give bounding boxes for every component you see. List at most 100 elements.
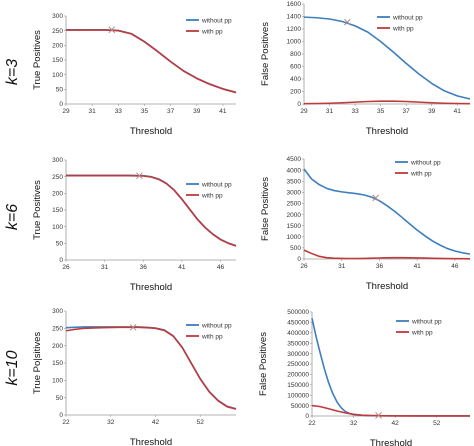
y-tick-label: 250 <box>52 326 63 333</box>
chart-panel-0: 0 50 100 150 200 250 300 29 31 33 35 37 39 41 Threshol… <box>32 13 237 137</box>
legend-label: with pp <box>410 170 432 177</box>
y-tick-label: 400000 <box>287 330 309 337</box>
x-tick-label: 36 <box>376 263 384 270</box>
x-marker <box>136 172 143 180</box>
y-tick-label: 500000 <box>287 309 309 316</box>
x-tick-label: 37 <box>403 108 411 115</box>
y-axis-label: False Positives <box>260 22 271 86</box>
y-tick-label: 2500 <box>287 201 302 208</box>
legend-label: with pp <box>201 192 223 199</box>
legend-label: without pp <box>201 17 232 24</box>
x-tick-label: 29 <box>62 108 70 115</box>
series-line-with-pp <box>303 249 471 260</box>
y-tick-label: 1500 <box>287 223 302 230</box>
y-tick-label: 600 <box>290 64 301 71</box>
y-axis-label: True Po|sitives <box>32 332 43 395</box>
row-label-k3: k=3 <box>4 59 21 85</box>
y-tick-label: 300000 <box>287 351 309 358</box>
y-tick-label: 100 <box>52 224 63 231</box>
x-marker <box>375 412 382 419</box>
y-tick-label: 250 <box>52 28 63 35</box>
x-tick-label: 41 <box>178 264 186 271</box>
y-tick-label: 0 <box>305 413 309 420</box>
x-tick-label: 32 <box>107 419 115 426</box>
y-tick-label: 0 <box>297 101 301 108</box>
y-tick-label: 200000 <box>287 372 309 379</box>
legend-label: with pp <box>201 28 223 35</box>
y-tick-label: 200 <box>52 191 63 198</box>
y-tick-label: 0 <box>59 101 63 108</box>
x-axis-label: Threshold <box>370 438 412 446</box>
legend-label: without pp <box>201 181 232 188</box>
y-tick-label: 350000 <box>287 340 309 347</box>
chart-panel-5: 0 50000 100000 150000 200000 250000 300000 3500… <box>258 309 471 446</box>
y-tick-label: 450000 <box>287 320 309 327</box>
y-tick-label: 250000 <box>287 361 309 368</box>
y-tick-label: 0 <box>59 257 63 264</box>
x-tick-label: 31 <box>101 264 109 271</box>
y-tick-label: 50000 <box>291 403 309 410</box>
x-tick-label: 32 <box>350 420 358 427</box>
x-tick-label: 39 <box>193 108 201 115</box>
y-tick-label: 300 <box>52 157 63 164</box>
y-tick-label: 200 <box>52 43 63 50</box>
series-line-without-pp <box>311 318 471 417</box>
x-tick-label: 37 <box>167 108 175 115</box>
x-tick-label: 36 <box>140 264 148 271</box>
series-line-without-pp <box>303 16 471 100</box>
x-tick-label: 52 <box>433 420 441 427</box>
y-tick-label: 3000 <box>287 190 302 197</box>
y-tick-label: 1600 <box>287 1 302 8</box>
y-axis-label: True Positives <box>32 180 43 240</box>
x-tick-label: 35 <box>141 108 149 115</box>
y-tick-label: 1000 <box>287 234 302 241</box>
x-marker <box>344 18 351 26</box>
series-line-with-pp <box>66 174 237 247</box>
x-tick-label: 42 <box>152 419 160 426</box>
chart-panel-2: 0 50 100 150 200 250 300 26 31 36 41 46 Threshold Tru… <box>32 157 237 293</box>
series-line-without-pp <box>303 168 471 255</box>
x-axis-label: Threshold <box>130 437 172 446</box>
x-tick-label: 22 <box>308 420 316 427</box>
chart-panel-3: 0 500 1000 1500 2000 2500 3000 3500 4000 4500 26 31… <box>260 156 471 292</box>
x-tick-label: 29 <box>300 108 308 115</box>
y-tick-label: 4000 <box>287 167 302 174</box>
y-tick-label: 0 <box>297 256 301 263</box>
y-tick-label: 300 <box>52 308 63 315</box>
y-axis-label: False Positives <box>258 332 269 396</box>
x-tick-label: 52 <box>197 419 205 426</box>
y-tick-label: 150 <box>52 360 63 367</box>
series-line-with-pp <box>66 29 237 94</box>
x-tick-label: 26 <box>62 264 70 271</box>
x-tick-label: 26 <box>300 263 308 270</box>
x-tick-label: 33 <box>351 108 359 115</box>
charts-container: 0 50 100 150 200 250 300 29 31 33 35 37 39 41 Threshol… <box>32 1 471 446</box>
x-tick-label: 31 <box>89 108 97 115</box>
legend-label: without pp <box>411 318 442 325</box>
chart-panel-1: 0 200 400 600 800 1000 1200 1400 1600 29 31 33 35 37 3… <box>260 1 471 137</box>
y-tick-label: 1400 <box>287 14 302 21</box>
x-tick-label: 46 <box>217 264 225 271</box>
y-tick-label: 400 <box>290 76 301 83</box>
y-tick-label: 50 <box>56 87 64 94</box>
y-tick-label: 50 <box>56 241 64 248</box>
legend-label: without pp <box>392 14 423 21</box>
x-tick-label: 31 <box>338 263 346 270</box>
x-axis-label: Threshold <box>130 126 172 137</box>
x-tick-label: 39 <box>428 108 436 115</box>
x-marker <box>372 194 380 202</box>
chart-panel-4: 0 50 100 150 200 250 300 22 32 42 52 Threshold True … <box>32 308 237 446</box>
y-tick-label: 250 <box>52 174 63 181</box>
y-tick-label: 2000 <box>287 212 302 219</box>
series-line-with-pp <box>311 404 471 417</box>
y-tick-label: 300 <box>52 13 63 20</box>
y-tick-label: 100000 <box>287 392 309 399</box>
legend-label: with pp <box>392 25 414 32</box>
x-tick-label: 41 <box>219 108 227 115</box>
y-tick-label: 150000 <box>287 382 309 389</box>
x-tick-label: 22 <box>62 419 70 426</box>
legend-label: without pp <box>201 322 232 329</box>
y-tick-label: 100 <box>52 72 63 79</box>
y-tick-label: 3500 <box>287 178 302 185</box>
y-tick-label: 50 <box>56 395 64 402</box>
